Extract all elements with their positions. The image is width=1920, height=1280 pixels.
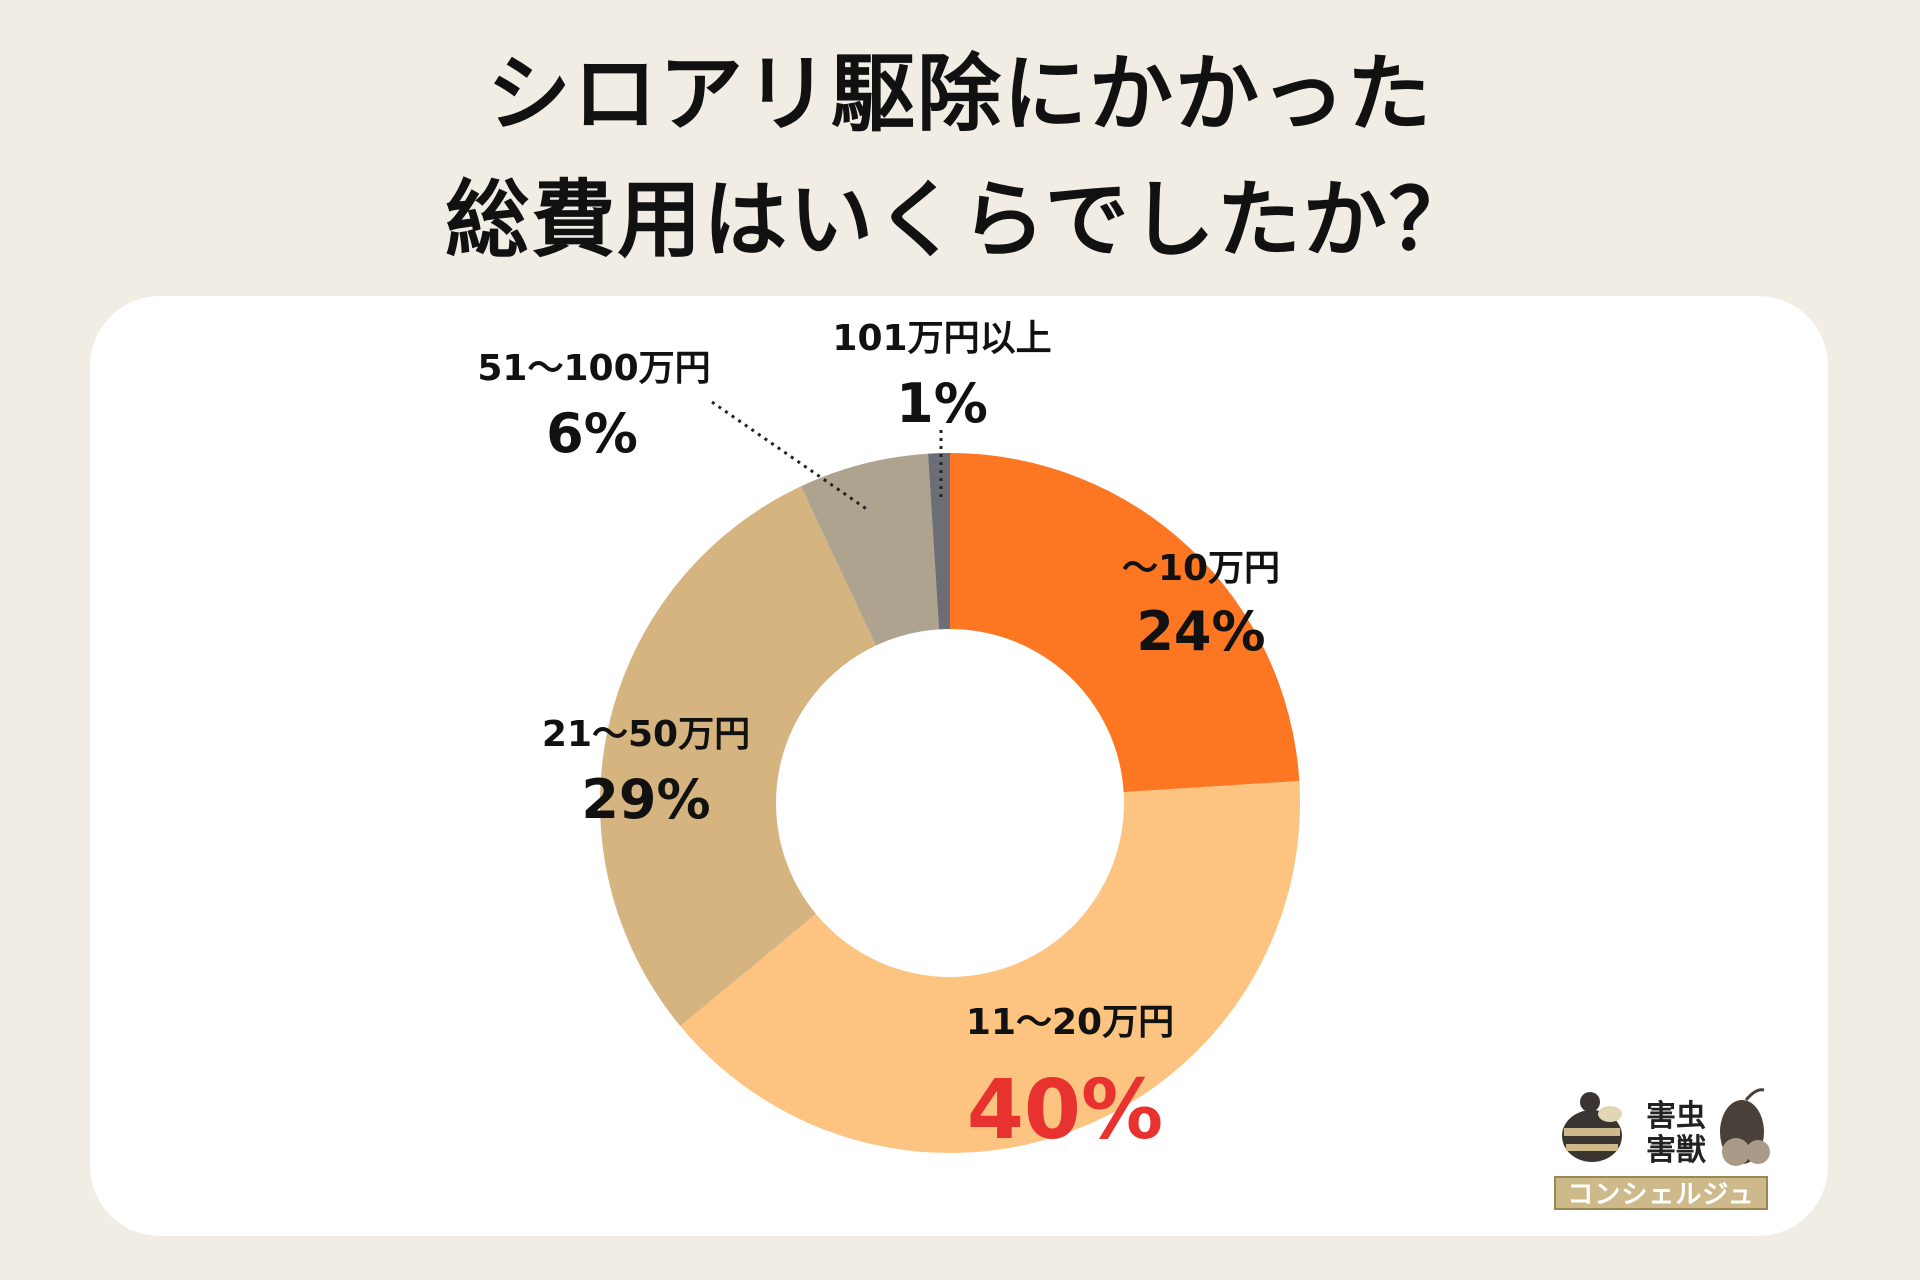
category-label-1: 11〜20万円 — [966, 1002, 1174, 1043]
brand-logo: 害虫 害獣 コンシェルジュ — [1550, 1080, 1770, 1210]
slice-4 — [928, 453, 950, 630]
value-label-0: 24% — [1136, 600, 1265, 663]
category-label-0: 〜10万円 — [1122, 548, 1280, 589]
value-label-2: 29% — [581, 768, 710, 831]
logo-line2: 害獣 — [1646, 1133, 1706, 1168]
slice-0 — [950, 453, 1300, 793]
slice-2 — [600, 486, 876, 1027]
value-label-3: 6% — [546, 402, 638, 465]
chart-title-line2: 総費用はいくらでしたか？ — [445, 171, 1475, 269]
category-label-3: 51〜100万円 — [477, 348, 710, 389]
value-label-1: 40% — [967, 1063, 1163, 1158]
logo-line1: 害虫 — [1646, 1099, 1706, 1134]
mouse-icon — [1720, 1088, 1770, 1166]
bee-icon — [1562, 1092, 1622, 1162]
slices-group — [600, 453, 1300, 1153]
logo-band: コンシェルジュ — [1554, 1176, 1768, 1210]
value-label-4: 1% — [896, 372, 988, 435]
slice-3 — [800, 453, 940, 646]
chart-title-line1: シロアリ駆除にかかった — [486, 45, 1433, 143]
category-label-2: 21〜50万円 — [542, 714, 750, 755]
slice-1 — [680, 781, 1300, 1153]
category-label-4: 101万円以上 — [832, 318, 1051, 359]
